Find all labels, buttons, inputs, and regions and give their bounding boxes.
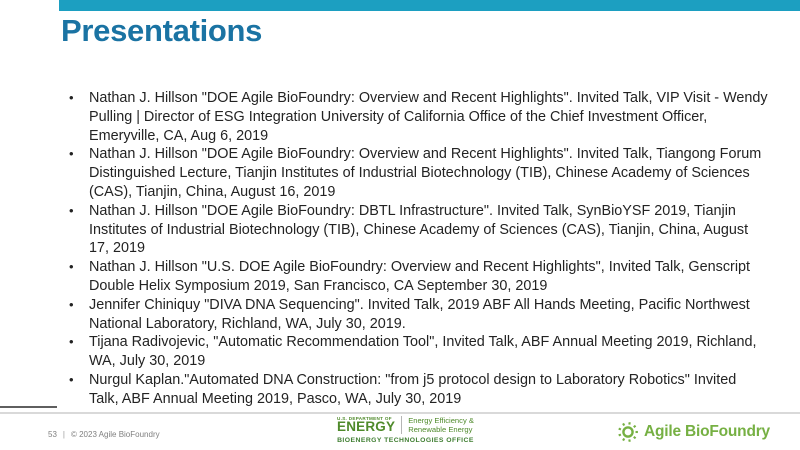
presentation-citation: Nathan J. Hillson "DOE Agile BioFoundry:… xyxy=(89,202,749,257)
footer-left: 53 | © 2023 Agile BioFoundry xyxy=(48,430,160,439)
doe-program-line2: Renewable Energy xyxy=(408,425,473,434)
doe-energy-wordmark: ENERGY xyxy=(337,419,396,434)
doe-dept-line: U.S. DEPARTMENT OF xyxy=(337,416,392,421)
doe-logo-top: U.S. DEPARTMENT OF ENERGY Energy Efficie… xyxy=(337,416,474,434)
presentation-citation: Jennifer Chiniquy "DIVA DNA Sequencing".… xyxy=(89,296,750,332)
footer-separator: | xyxy=(62,430,65,439)
top-accent-bar xyxy=(59,0,800,11)
copyright-text: © 2023 Agile BioFoundry xyxy=(70,430,160,439)
list-item: Nathan J. Hillson "DOE Agile BioFoundry:… xyxy=(68,202,768,258)
list-item: Tijana Radivojevic, "Automatic Recommend… xyxy=(68,333,768,371)
abf-burst-icon xyxy=(618,422,638,442)
doe-energy-logo: U.S. DEPARTMENT OF ENERGY Energy Efficie… xyxy=(337,416,474,444)
slide-number: 53 xyxy=(48,430,57,439)
bioenergy-office-label: BIOENERGY TECHNOLOGIES OFFICE xyxy=(337,437,474,444)
footer-divider-line xyxy=(0,412,800,414)
presentation-citation: Nurgul Kaplan."Automated DNA Constructio… xyxy=(89,371,737,407)
agile-biofoundry-logo: Agile BioFoundry xyxy=(617,421,770,443)
presentation-citation: Tijana Radivojevic, "Automatic Recommend… xyxy=(89,334,757,370)
presentations-list: Nathan J. Hillson "DOE Agile BioFoundry:… xyxy=(68,89,768,409)
doe-logo-wordmark: U.S. DEPARTMENT OF ENERGY xyxy=(337,416,401,434)
presentation-citation: Nathan J. Hillson "DOE Agile BioFoundry:… xyxy=(89,90,768,144)
doe-program-text: Energy Efficiency & Renewable Energy xyxy=(401,416,474,434)
page-title: Presentations xyxy=(61,13,263,48)
presentation-citation: Nathan J. Hillson "U.S. DOE Agile BioFou… xyxy=(89,259,751,294)
list-item: Nathan J. Hillson "DOE Agile BioFoundry:… xyxy=(68,145,768,201)
footer-accent-line xyxy=(0,406,57,408)
list-item: Nurgul Kaplan."Automated DNA Constructio… xyxy=(68,371,768,409)
presentation-citation: Nathan J. Hillson "DOE Agile BioFoundry:… xyxy=(89,146,762,200)
list-item: Nathan J. Hillson "DOE Agile BioFoundry:… xyxy=(68,89,768,145)
abf-logo-text: Agile BioFoundry xyxy=(644,423,770,440)
list-item: Jennifer Chiniquy "DIVA DNA Sequencing".… xyxy=(68,296,768,334)
list-item: Nathan J. Hillson "U.S. DOE Agile BioFou… xyxy=(68,258,768,296)
doe-program-line1: Energy Efficiency & xyxy=(408,416,474,425)
